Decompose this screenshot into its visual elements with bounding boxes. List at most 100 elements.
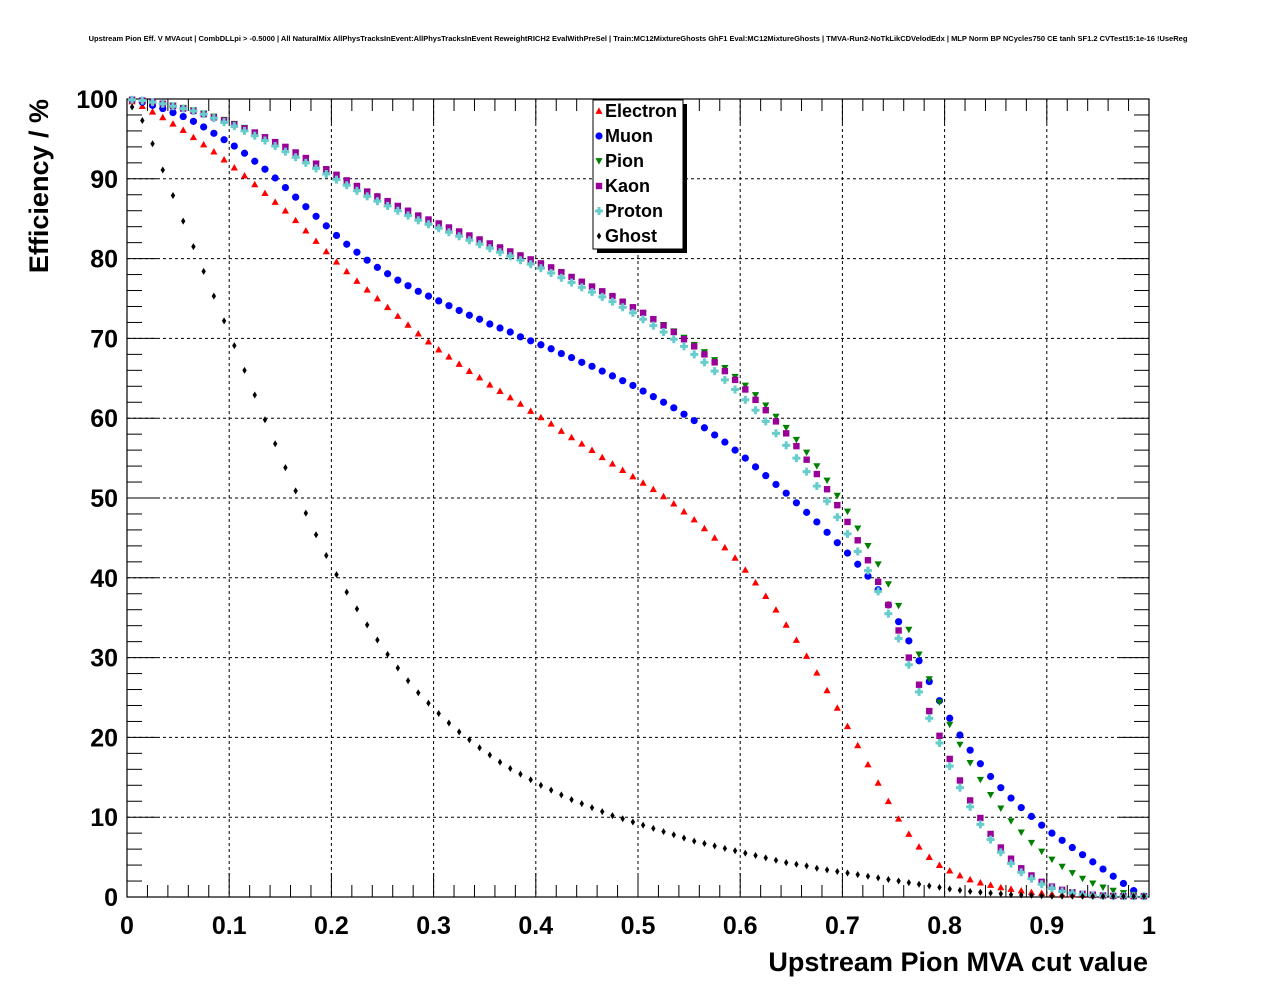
ghost-point [211,292,217,300]
legend-item-kaon: Kaon [595,176,650,196]
muon-point [1099,865,1107,873]
proton-point [863,566,872,575]
proton-point [526,260,535,269]
muon-point [1058,836,1066,844]
y-tick-label: 90 [90,166,118,194]
kaon-point [762,407,769,414]
ghost-point [559,791,564,799]
ghost-point [518,770,523,778]
muon-point [700,424,709,432]
legend-label: Ghost [605,226,657,246]
x-tick-label: 0.2 [314,912,349,940]
electron-point [986,881,995,888]
kaon-point [312,160,320,167]
kaon-point [323,166,330,173]
electron-point [772,606,780,613]
ghost-point [610,812,615,820]
muon-point [619,377,627,385]
proton-point [1037,880,1046,889]
ghost-point [181,217,186,225]
muon-point [455,306,463,315]
pion-point [915,651,923,659]
proton-point [679,342,688,351]
proton-point [230,122,239,131]
pion-point [966,760,974,767]
proton-point [1058,887,1067,896]
muon-point [496,324,504,332]
muon-point [843,549,852,557]
proton-point [955,783,964,792]
x-tick-label: 0.4 [518,912,553,940]
electron-point [271,198,279,205]
muon-point [1068,843,1076,852]
proton-point [915,687,924,696]
electron-point [200,140,208,148]
muon-point [1089,858,1097,866]
electron-point [455,360,463,367]
muon-point [1109,872,1117,880]
kaon-point [476,236,483,243]
ghost-point [722,844,728,852]
ghost-point [824,866,830,874]
proton-point [1027,874,1036,883]
pion-point [792,436,801,444]
proton-point [690,350,699,359]
x-tick-label: 0 [120,912,134,940]
ghost-point [385,650,390,658]
legend-label: Pion [605,151,644,171]
ghost-point [600,808,605,816]
electron-point [700,524,709,532]
muon-point [251,157,259,165]
proton-point [414,216,423,225]
electron-point [312,237,320,244]
kaon-point [670,328,677,336]
proton-point [312,164,321,173]
ghost-point [1111,892,1116,900]
electron-point [1027,888,1036,896]
proton-point [731,385,740,394]
ghost-point [589,804,595,812]
muon-point [557,349,565,358]
pion-point [854,525,862,532]
proton-point [444,228,453,237]
electron-point [782,621,790,628]
kaon-point [936,732,943,740]
ghost-point [579,800,584,808]
muon-point [997,784,1005,792]
proton-point [925,714,934,723]
x-tick-label: 1 [1142,912,1156,940]
kaon-point [619,298,626,305]
muon-point [506,328,514,336]
muon-point [302,203,310,211]
ghost-point [640,821,646,829]
pion-point [895,602,903,610]
muon-point [475,315,484,323]
ghost-point [896,877,901,885]
legend-label: Kaon [605,176,650,196]
pion-point [956,741,964,749]
ghost-point [661,828,666,836]
kaon-point [864,557,872,564]
proton-point [1047,884,1056,893]
muon-point [792,499,801,507]
muon-point [567,353,576,362]
y-axis-title: Efficiency / % [24,99,54,273]
ghost-point [1080,892,1085,900]
muon-point [649,393,657,401]
ghost-point [293,487,298,495]
proton-point [659,328,668,337]
ghost-point [712,842,717,850]
muon-point [659,398,668,406]
electron-point [639,479,647,486]
electron-point [884,797,892,805]
ghost-point [814,864,820,872]
ghost-point [671,831,676,839]
muon-point [1078,851,1087,859]
proton-point [986,835,995,844]
proton-point [199,110,208,119]
proton-point [823,497,832,506]
series-ghost [129,103,1147,900]
muon-point [731,446,739,454]
kaon-point [782,430,790,437]
ghost-point [753,852,758,860]
